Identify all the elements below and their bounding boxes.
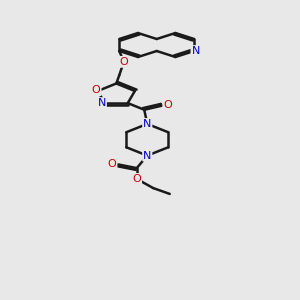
Text: O: O (132, 174, 141, 184)
Text: N: N (143, 119, 152, 129)
Text: O: O (92, 85, 100, 95)
Text: O: O (163, 100, 172, 110)
Text: N: N (98, 98, 106, 108)
Text: O: O (108, 159, 116, 169)
Text: O: O (119, 57, 128, 67)
Text: N: N (143, 151, 152, 160)
Text: N: N (191, 46, 200, 56)
